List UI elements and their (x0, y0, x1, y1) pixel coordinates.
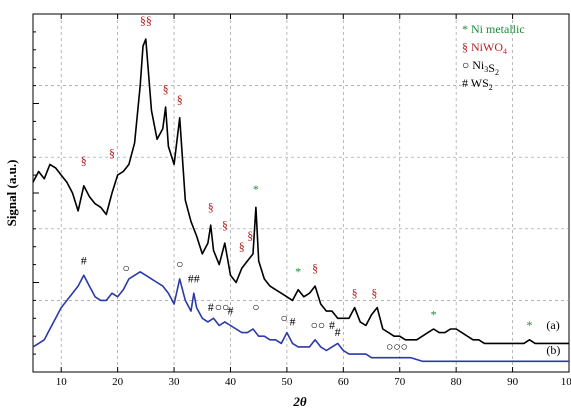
peak-marker: # (81, 254, 87, 268)
peak-marker: § (371, 286, 377, 300)
x-tick-label: 80 (451, 376, 463, 388)
peak-marker: § (109, 146, 115, 160)
peak-marker: # (290, 314, 296, 328)
peak-marker: * (431, 307, 437, 321)
peak-marker: # (329, 318, 335, 332)
peak-marker: § (247, 229, 253, 243)
peak-marker: §§ (140, 14, 152, 28)
legend-entry: * Ni metallic (462, 22, 525, 36)
x-tick-label: 30 (169, 376, 181, 388)
peak-marker: * (527, 318, 533, 332)
x-tick-label: 40 (225, 376, 237, 388)
peak-marker: ○ (176, 257, 183, 271)
x-tick-label: 60 (338, 376, 350, 388)
series-line-a (32, 38, 569, 345)
x-tick-label: 20 (112, 376, 124, 388)
legend: * Ni metallic § NiWO4 ○ Ni3S2# WS2 (462, 22, 525, 92)
x-tick-label: 10 (56, 376, 68, 388)
peak-marker: ○○○ (386, 340, 408, 354)
peak-marker: * (253, 182, 259, 196)
peak-marker: § (312, 261, 318, 275)
peak-marker: § (222, 218, 228, 232)
peak-marker: § (352, 286, 358, 300)
peak-marker: # (335, 325, 341, 339)
peak-marker: ## (188, 272, 200, 286)
legend-entry: # WS2 (462, 76, 493, 92)
series-layer: (a) (b) (32, 38, 569, 363)
peak-marker: § (208, 200, 214, 214)
series-label: (a) (546, 318, 559, 332)
grid-layer (33, 14, 569, 372)
x-tick-label: 90 (507, 376, 519, 388)
plot-frame (32, 13, 570, 373)
peak-marker: ○ (252, 300, 259, 314)
peak-marker: § (163, 82, 169, 96)
tick-layer: 10 20 30 40 50 60 70 80 90 100 (33, 13, 571, 388)
y-axis-title: Signal (a.u.) (4, 160, 19, 227)
peak-marker: ○○ (215, 300, 230, 314)
legend-entry: § NiWO4 (462, 40, 507, 56)
peak-marker: § (239, 239, 245, 253)
peak-marker: # (208, 300, 214, 314)
series-line-b (32, 271, 569, 363)
x-tick-label: 70 (394, 376, 406, 388)
legend-entry: ○ Ni3S2 (462, 58, 499, 77)
x-tick-label: 50 (281, 376, 293, 388)
peak-marker-layer: §§§§§§§§§§** §§ §**#○ ○### ○○# ○○ # ○○ ##○○○ (81, 14, 533, 354)
peak-marker: § (81, 153, 87, 167)
peak-marker: # (227, 304, 233, 318)
peak-marker: § (177, 93, 183, 107)
peak-marker: * (295, 264, 301, 278)
peak-marker: ○ (280, 311, 287, 325)
x-tick-label: 100 (561, 376, 571, 388)
peak-marker: ○ (122, 261, 129, 275)
series-label: (b) (546, 343, 560, 357)
x-axis-title: 2θ (292, 394, 307, 409)
peak-marker: ○○ (311, 318, 326, 332)
